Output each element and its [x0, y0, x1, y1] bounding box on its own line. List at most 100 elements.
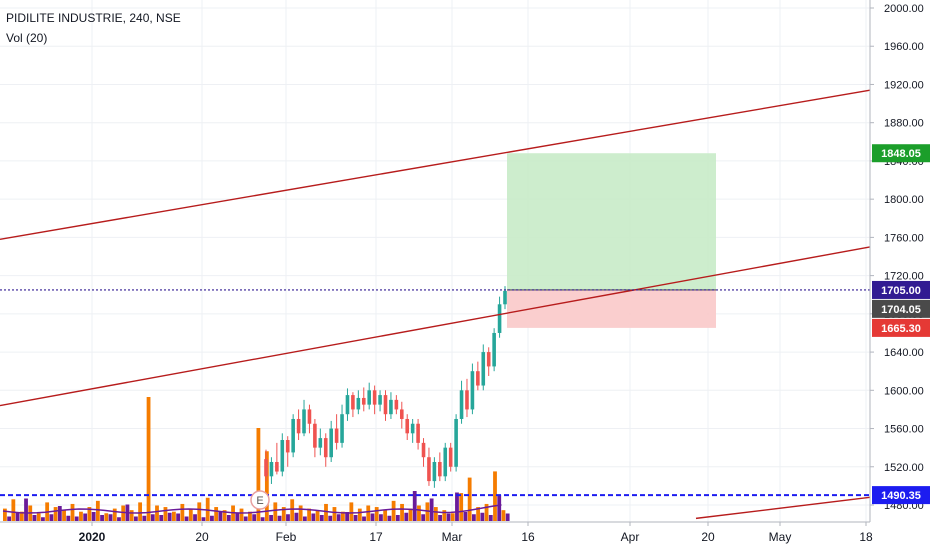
candle-body	[459, 390, 464, 419]
volume-bar-orange	[155, 505, 159, 521]
volume-bar-purple	[142, 515, 147, 521]
volume-bar-orange	[273, 502, 278, 521]
volume-bar-purple	[91, 512, 96, 521]
volume-bar-orange	[459, 493, 464, 521]
candle-body	[318, 438, 323, 448]
volume-bar-orange	[129, 510, 134, 521]
volume-bar-orange	[104, 513, 109, 521]
volume-bar-purple	[269, 515, 273, 521]
price-tick-label: 1640.00	[884, 347, 924, 359]
long-position-tool[interactable]	[507, 153, 716, 328]
symbol-title[interactable]: PIDILITE INDUSTRIE, 240, NSE	[6, 11, 181, 25]
volume-bar-purple	[193, 514, 197, 521]
trendline-upper-channel	[0, 89, 871, 240]
candle-body	[486, 352, 491, 367]
volume-bar-orange	[19, 511, 24, 521]
volume-bar-purple	[133, 516, 138, 521]
price-tick-label: 1760.00	[884, 232, 924, 244]
volume-bar-purple	[66, 515, 71, 521]
volume-bar-purple	[353, 515, 358, 521]
price-tick-label: 1560.00	[884, 424, 924, 436]
candle-body	[399, 409, 404, 419]
time-tick-label: 16	[521, 530, 535, 544]
volume-bar-purple	[184, 516, 189, 521]
volume-bar-purple	[311, 513, 316, 521]
volume-bar-purple	[32, 515, 37, 521]
volume-bar-orange	[36, 513, 41, 521]
price-tag-target: 1848.05	[872, 144, 930, 163]
volume-bar-orange	[95, 500, 100, 521]
candle-body	[372, 390, 377, 405]
volume-bar-orange	[180, 503, 185, 521]
candle-body	[340, 414, 344, 443]
time-tick-label: Mar	[442, 530, 463, 544]
price-axis[interactable]: 2000.001960.001920.001880.001840.001800.…	[869, 0, 932, 550]
volume-bar-purple	[438, 515, 442, 521]
volume-bar-orange	[400, 503, 404, 521]
price-tag-stop: 1665.30	[872, 318, 930, 337]
volume-bar-purple	[345, 512, 350, 521]
price-tick-label: 1600.00	[884, 385, 924, 397]
price-tag-text: 1705.00	[881, 285, 921, 297]
volume-bar-orange	[315, 510, 320, 521]
candle-body	[497, 304, 502, 333]
volume-indicator-label[interactable]: Vol (20)	[6, 31, 48, 45]
volume-bar-purple	[15, 512, 20, 521]
candle-body	[345, 395, 350, 415]
time-tick-label: 2020	[79, 530, 106, 544]
volume-bar-purple	[480, 512, 485, 521]
volume-bar-purple	[235, 513, 240, 521]
volume-bar-purple	[159, 515, 164, 521]
volume-bar-orange	[197, 502, 202, 521]
price-tag-bg	[872, 486, 930, 505]
candle-body	[438, 461, 442, 477]
price-tag-current: 1704.05	[872, 299, 930, 318]
time-tick-label: Feb	[276, 530, 297, 544]
candle-body	[416, 423, 420, 443]
volume-bar-orange	[239, 508, 244, 521]
volume-bar-orange	[484, 503, 489, 521]
time-tick-label: 18	[859, 530, 873, 544]
time-tick-label: 17	[369, 530, 383, 544]
candle-body	[443, 447, 448, 477]
trendline-middle-channel	[0, 246, 871, 407]
volume-bar-orange	[442, 510, 447, 521]
volume-bar-purple	[57, 506, 62, 521]
candle-body	[448, 447, 453, 467]
volume-bar-purple	[277, 515, 282, 521]
volume-bar-purple	[328, 515, 333, 521]
price-tag-support: 1490.35	[872, 486, 930, 505]
target-zone	[507, 153, 716, 290]
volume-bar-orange	[332, 507, 337, 521]
drawing-lines[interactable]: E	[0, 89, 871, 520]
volume-bar-purple	[455, 492, 459, 521]
volume-bar-orange	[307, 508, 312, 521]
candle-body	[389, 399, 393, 415]
volume-bar-purple	[260, 517, 265, 521]
volume-bar-purple	[210, 515, 214, 521]
candle-body	[432, 461, 437, 482]
volume-bar-orange	[349, 502, 354, 521]
volume-bar-purple	[404, 512, 409, 521]
candle-body	[470, 371, 475, 410]
price-tick-label: 1880.00	[884, 118, 924, 130]
volume-bar-purple	[412, 491, 417, 521]
volume-bar-purple	[286, 514, 290, 521]
candle-body	[481, 352, 486, 386]
volume-bar-orange	[501, 510, 506, 521]
price-tick-label: 1800.00	[884, 194, 924, 206]
volume-bar-purple	[108, 514, 113, 521]
time-axis[interactable]: 2020 20 Feb 17 Mar 16 Apr 20 May 18	[0, 521, 873, 550]
volume-bar-orange	[433, 507, 438, 521]
candle-body	[285, 440, 290, 453]
price-tick-label: 1520.00	[884, 462, 924, 474]
volume-bar-purple	[226, 515, 231, 521]
volume-bar-purple	[429, 498, 434, 521]
volume-bar-orange	[493, 471, 497, 521]
price-tag-text: 1490.35	[881, 490, 921, 502]
volume-bar-purple	[463, 512, 468, 521]
candlesticks	[264, 286, 507, 488]
volume-bar-orange	[264, 451, 269, 521]
candle-body	[280, 440, 285, 472]
